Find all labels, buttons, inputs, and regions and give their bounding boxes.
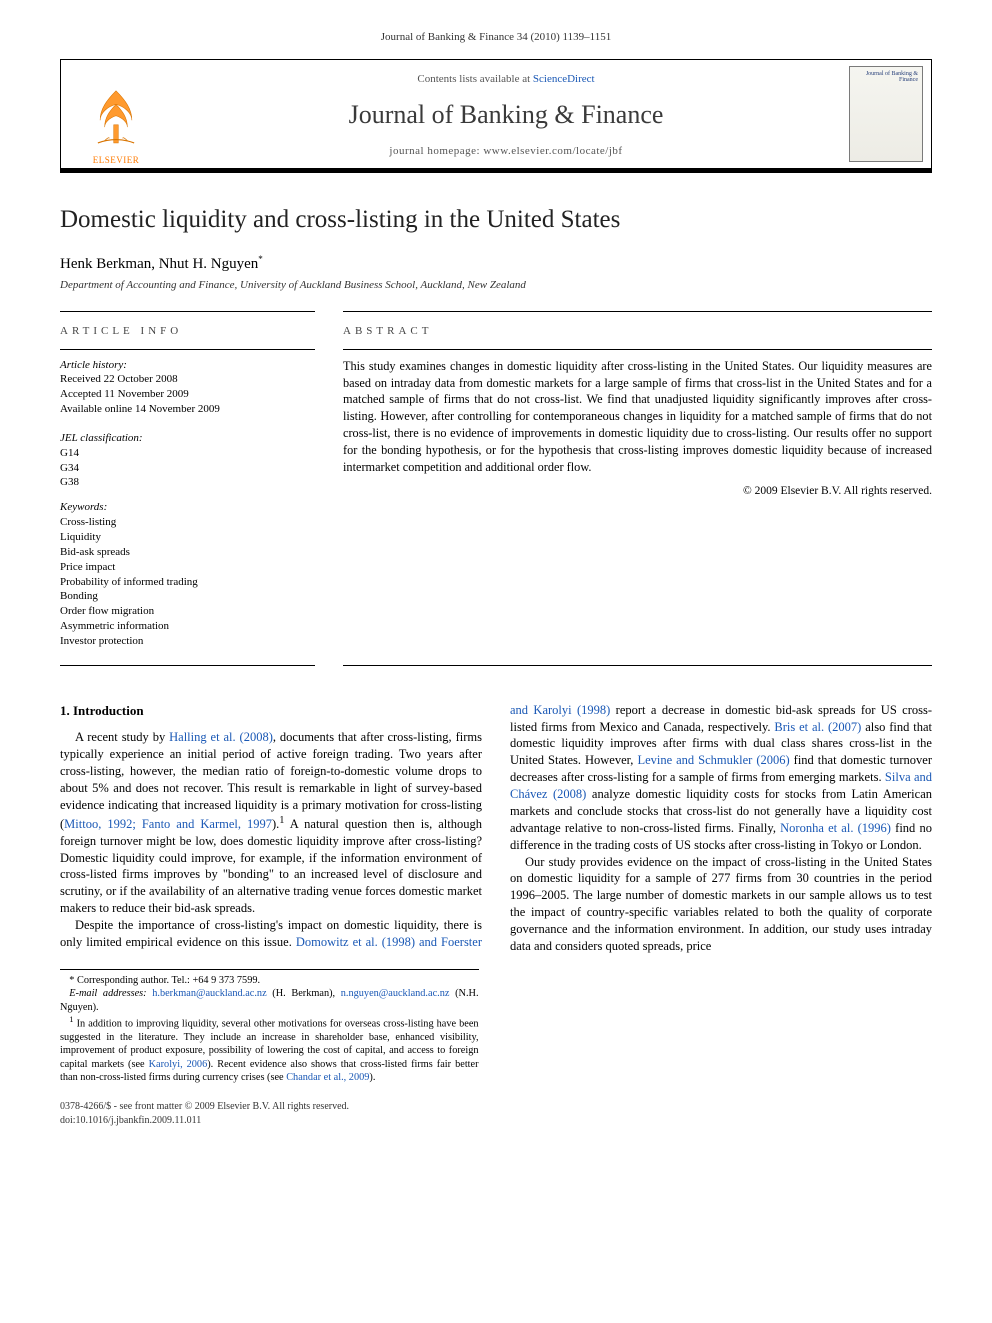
kw-6: Order flow migration	[60, 604, 315, 619]
abstract-column: ABSTRACT This study examines changes in …	[343, 312, 932, 665]
kw-0: Cross-listing	[60, 515, 315, 530]
issn-line: 0378-4266/$ - see front matter © 2009 El…	[60, 1100, 932, 1114]
kw-8: Investor protection	[60, 634, 315, 649]
fn1-c: ).	[369, 1072, 375, 1083]
bottom-meta: 0378-4266/$ - see front matter © 2009 El…	[60, 1100, 932, 1127]
cover-thumb-cell: Journal of Banking & Finance	[841, 60, 931, 168]
history-received: Received 22 October 2008	[60, 372, 315, 387]
cover-title: Journal of Banking & Finance	[850, 71, 918, 84]
ref-chandar-2009[interactable]: Chandar et al., 2009	[286, 1072, 369, 1083]
email-berkman[interactable]: h.berkman@auckland.ac.nz	[152, 988, 266, 999]
ref-halling-2008[interactable]: Halling et al. (2008)	[169, 730, 273, 744]
affiliation: Department of Accounting and Finance, Un…	[60, 278, 932, 293]
ref-bris-2007[interactable]: Bris et al. (2007)	[774, 720, 861, 734]
author-names: Henk Berkman, Nhut H. Nguyen	[60, 256, 258, 272]
ref-mittoo-fanto[interactable]: Mittoo, 1992; Fanto and Karmel, 1997	[64, 817, 272, 831]
abstract-heading: ABSTRACT	[343, 324, 932, 339]
journal-header-box: ELSEVIER Contents lists available at Sci…	[60, 59, 932, 168]
p1-b: , documents that after cross-listing, fi…	[60, 730, 482, 831]
p1-a: A recent study by	[75, 730, 169, 744]
history-label: Article history:	[60, 358, 315, 373]
abstract-text: This study examines changes in domestic …	[343, 358, 932, 477]
ref-levine-schmukler[interactable]: Levine and Schmukler (2006)	[637, 753, 789, 767]
sciencedirect-link[interactable]: ScienceDirect	[533, 73, 595, 85]
article-info-heading: ARTICLE INFO	[60, 324, 315, 339]
elsevier-tree-icon	[82, 84, 150, 152]
journal-center: Contents lists available at ScienceDirec…	[171, 60, 841, 168]
contents-available-line: Contents lists available at ScienceDirec…	[179, 72, 833, 87]
abstract-copyright: © 2009 Elsevier B.V. All rights reserved…	[343, 484, 932, 500]
kw-2: Bid-ask spreads	[60, 545, 315, 560]
journal-name: Journal of Banking & Finance	[179, 97, 833, 132]
email-nguyen[interactable]: n.nguyen@auckland.ac.nz	[341, 988, 450, 999]
jel-2: G38	[60, 475, 315, 490]
kw-4: Probability of informed trading	[60, 575, 315, 590]
history-online: Available online 14 November 2009	[60, 402, 315, 417]
article-info-column: ARTICLE INFO Article history: Received 2…	[60, 312, 315, 665]
email1-who: (H. Berkman),	[267, 988, 341, 999]
doi-line: doi:10.1016/j.jbankfin.2009.11.011	[60, 1114, 932, 1128]
jel-1: G34	[60, 461, 315, 476]
body-columns: 1. Introduction A recent study by Hallin…	[60, 702, 932, 955]
jel-label: JEL classification:	[60, 431, 315, 446]
kw-1: Liquidity	[60, 530, 315, 545]
article-title: Domestic liquidity and cross-listing in …	[60, 203, 932, 237]
journal-homepage: journal homepage: www.elsevier.com/locat…	[179, 144, 833, 159]
jel-0: G14	[60, 446, 315, 461]
contents-prefix: Contents lists available at	[417, 73, 532, 85]
ref-noronha-1996[interactable]: Noronha et al. (1996)	[780, 821, 891, 835]
ref-karolyi-2006[interactable]: Karolyi, 2006	[149, 1059, 208, 1070]
kw-7: Asymmetric information	[60, 619, 315, 634]
footnote-1: 1 In addition to improving liquidity, se…	[60, 1014, 479, 1084]
p1-d: A natural question then is, although for…	[60, 817, 482, 915]
running-header: Journal of Banking & Finance 34 (2010) 1…	[60, 30, 932, 45]
keywords-label: Keywords:	[60, 500, 315, 515]
kw-5: Bonding	[60, 589, 315, 604]
thick-rule	[60, 168, 932, 173]
homepage-prefix: journal homepage:	[389, 145, 483, 157]
publisher-label: ELSEVIER	[93, 154, 140, 166]
corresponding-marker: *	[258, 254, 263, 264]
footnotes-block: * Corresponding author. Tel.: +64 9 373 …	[60, 969, 479, 1084]
info-abstract-row: ARTICLE INFO Article history: Received 2…	[60, 312, 932, 665]
kw-3: Price impact	[60, 560, 315, 575]
homepage-url[interactable]: www.elsevier.com/locate/jbf	[483, 145, 622, 157]
intro-para-3: Our study provides evidence on the impac…	[510, 854, 932, 955]
corresponding-author-note: * Corresponding author. Tel.: +64 9 373 …	[60, 974, 479, 987]
authors: Henk Berkman, Nhut H. Nguyen*	[60, 253, 932, 274]
email-line: E-mail addresses: h.berkman@auckland.ac.…	[60, 987, 479, 1014]
history-accepted: Accepted 11 November 2009	[60, 387, 315, 402]
email-label: E-mail addresses:	[69, 988, 152, 999]
publisher-cell: ELSEVIER	[61, 60, 171, 168]
section-heading: 1. Introduction	[60, 702, 482, 720]
journal-cover-thumbnail: Journal of Banking & Finance	[849, 66, 923, 162]
intro-para-1: A recent study by Halling et al. (2008),…	[60, 729, 482, 917]
